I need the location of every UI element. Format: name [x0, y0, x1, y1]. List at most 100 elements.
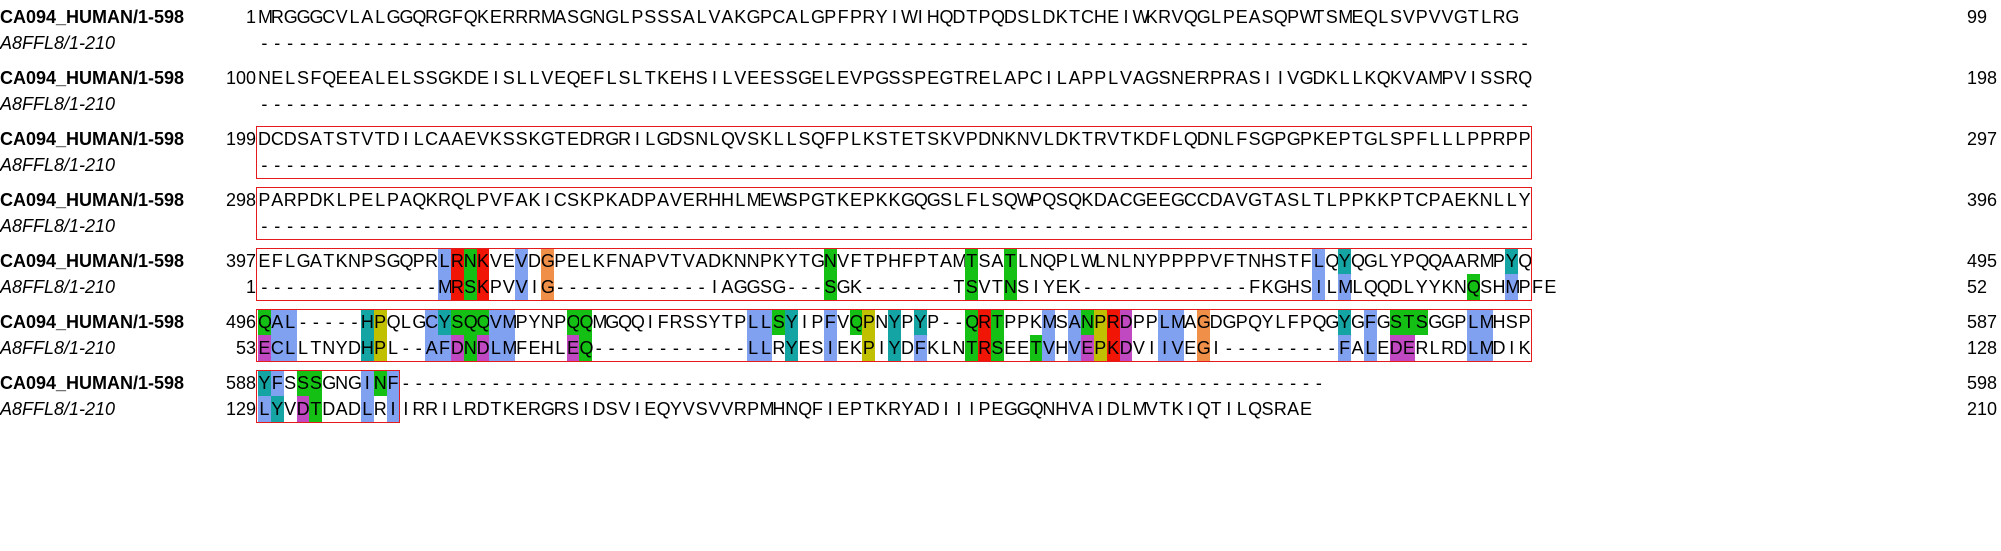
gap: - — [1277, 338, 1284, 358]
residue: Q — [566, 309, 581, 335]
sequence-name[interactable]: CA094_HUMAN/1-598 — [0, 312, 185, 332]
residue: Q — [810, 129, 825, 149]
gap: - — [608, 94, 615, 114]
residue: F — [1363, 309, 1377, 335]
gap: - — [274, 33, 281, 53]
gap: - — [1470, 33, 1477, 53]
residue: I — [360, 370, 374, 396]
gap: - — [917, 33, 924, 53]
gap: - — [1521, 216, 1528, 236]
sequence-name[interactable]: A8FFL8/1-210 — [0, 216, 116, 236]
gap: - — [660, 94, 667, 114]
gap: - — [415, 155, 422, 175]
gap: - — [608, 33, 615, 53]
alignment-block: CA094_HUMAN/1-598 397 E F L G A T K N P S G Q P R L R N K V E… — [0, 244, 2001, 304]
residue: T — [490, 399, 502, 419]
residue: G — [1351, 312, 1366, 332]
gap: - — [364, 277, 371, 297]
residue: Q — [1196, 399, 1211, 419]
sequence-name[interactable]: CA094_HUMAN/1-598 — [0, 190, 185, 210]
gap: - — [1303, 33, 1310, 53]
sequence-name[interactable]: CA094_HUMAN/1-598 — [0, 373, 185, 393]
sequence-name[interactable]: A8FFL8/1-210 — [0, 155, 116, 175]
residue: P — [1390, 190, 1403, 210]
gap: - — [1495, 94, 1502, 114]
gap: - — [737, 33, 744, 53]
residue: E — [682, 190, 695, 210]
gap: - — [1264, 338, 1271, 358]
sequence-name[interactable]: A8FFL8/1-210 — [0, 33, 116, 53]
residue: D — [1042, 7, 1056, 27]
sequence-name[interactable]: CA094_HUMAN/1-598 — [0, 251, 185, 271]
residue: P — [1351, 190, 1364, 210]
residue: M — [1479, 251, 1495, 271]
gap: - — [338, 277, 345, 297]
sequence-name[interactable]: A8FFL8/1-210 — [0, 338, 116, 358]
residue: P — [1132, 312, 1145, 332]
gap: - — [1328, 33, 1335, 53]
residue: Q — [1042, 190, 1057, 210]
residue: G — [1299, 68, 1314, 88]
gap: - — [840, 94, 847, 114]
gap: - — [1303, 373, 1310, 393]
sequence-name[interactable]: CA094_HUMAN/1-598 — [0, 68, 185, 88]
gap: - — [1161, 33, 1168, 53]
residue: Y — [1042, 277, 1055, 297]
residue: K — [1132, 129, 1145, 149]
residue: S — [682, 312, 695, 332]
gap: - — [1225, 216, 1232, 236]
residue: K — [772, 251, 785, 271]
gap: - — [1341, 216, 1348, 236]
residue: P — [1158, 251, 1171, 271]
gap: - — [1123, 94, 1129, 114]
residue: S — [682, 129, 695, 149]
gap: - — [1225, 338, 1232, 358]
gap: - — [1200, 33, 1207, 53]
residue: I — [1277, 68, 1283, 88]
gap: - — [595, 338, 602, 358]
sequence-name[interactable]: CA094_HUMAN/1-598 — [0, 129, 185, 149]
residue: P — [862, 68, 875, 88]
residue: V — [489, 309, 503, 335]
sequence-name[interactable]: A8FFL8/1-210 — [0, 399, 116, 419]
gap: - — [402, 155, 409, 175]
residue: N — [695, 129, 709, 149]
residue: M — [1338, 274, 1353, 300]
residue: D — [708, 251, 722, 271]
sequence-name[interactable]: A8FFL8/1-210 — [0, 277, 116, 297]
residue: E — [644, 399, 657, 419]
residue: K — [476, 274, 490, 300]
residue: E — [849, 190, 862, 210]
alignment-block: CA094_HUMAN/1-598 199 D C D S A T S T V T D I L C A A E V K S… — [0, 122, 2001, 182]
residue: A — [1107, 190, 1120, 210]
residue: R — [695, 190, 709, 210]
sequence-name[interactable]: CA094_HUMAN/1-598 — [0, 7, 185, 27]
residue: S — [1390, 7, 1403, 27]
gap: - — [737, 338, 744, 358]
gap: - — [634, 33, 641, 53]
residue: S — [990, 335, 1004, 361]
residue: V — [489, 190, 502, 210]
residue: V — [618, 399, 631, 419]
gap: - — [904, 216, 911, 236]
residue: S — [888, 68, 901, 88]
gap: - — [698, 216, 705, 236]
residue: L — [375, 68, 386, 88]
residue: T — [644, 68, 656, 88]
gap: - — [1483, 94, 1490, 114]
residue: G — [1132, 190, 1147, 210]
residue: P — [1338, 190, 1351, 210]
gap: - — [544, 216, 551, 236]
gap: - — [737, 216, 744, 236]
gap: - — [415, 338, 422, 358]
sequence-name[interactable]: A8FFL8/1-210 — [0, 94, 116, 114]
gap: - — [955, 94, 962, 114]
gap: - — [981, 373, 988, 393]
gap: - — [994, 155, 1001, 175]
residue: T — [1120, 129, 1132, 149]
residue: Y — [528, 312, 541, 332]
residue: L — [336, 190, 347, 210]
residue: K — [489, 129, 502, 149]
residue: G — [746, 277, 761, 297]
residue: T — [1313, 190, 1325, 210]
